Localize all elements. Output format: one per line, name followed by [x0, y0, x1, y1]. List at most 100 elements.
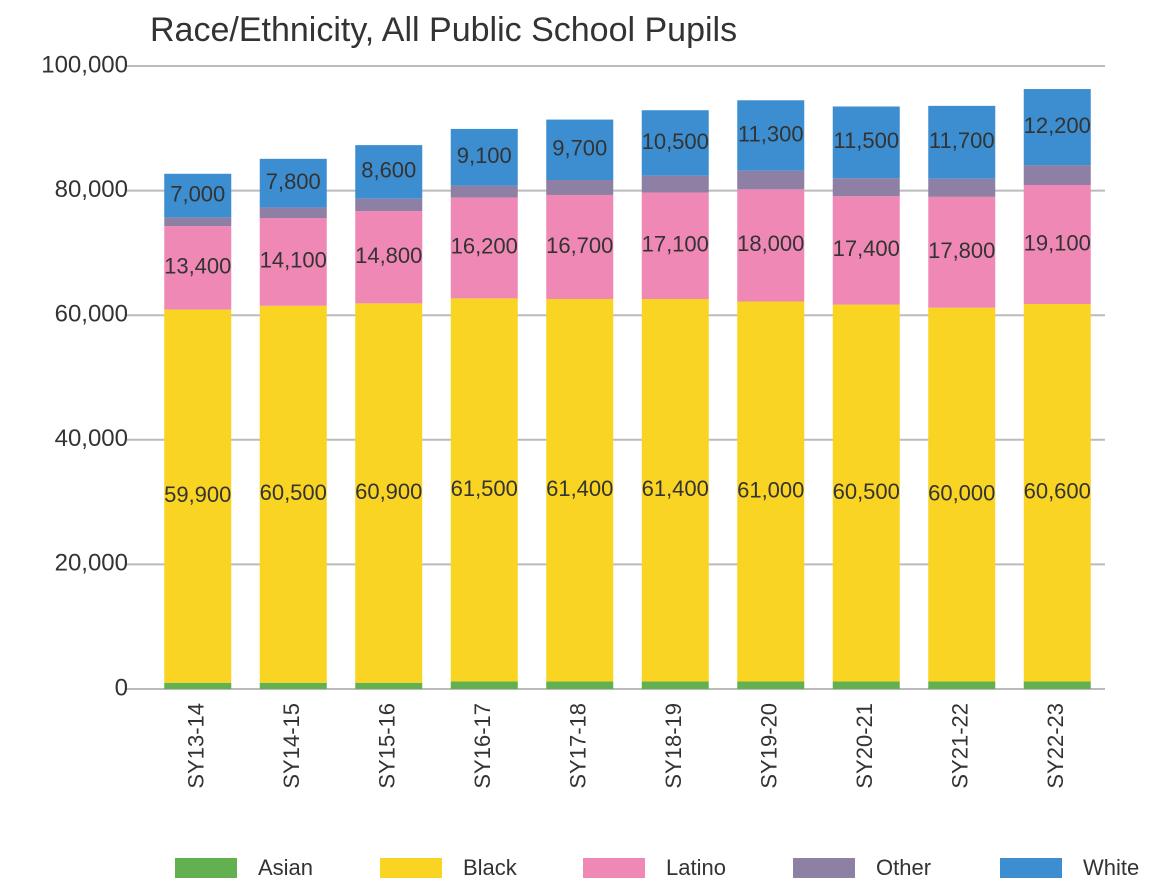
legend-swatch — [1000, 858, 1062, 878]
legend-swatch — [583, 858, 645, 878]
data-label: 59,900 — [164, 482, 231, 507]
legend-swatch — [793, 858, 855, 878]
data-label: 14,100 — [260, 248, 327, 273]
x-tick-label: SY22-23 — [1043, 703, 1068, 789]
legend-swatch — [380, 858, 442, 878]
bar-segment — [164, 217, 232, 227]
bar-segment — [737, 100, 805, 171]
bar-segment — [355, 682, 423, 689]
data-label: 60,500 — [833, 479, 900, 504]
data-label: 61,500 — [451, 476, 518, 501]
data-label: 8,600 — [361, 158, 416, 183]
data-label: 17,100 — [642, 232, 709, 257]
legend-swatch — [175, 858, 237, 878]
data-label: 7,800 — [266, 169, 321, 194]
x-tick-label: SY20-21 — [852, 703, 877, 789]
bar-segment — [450, 128, 518, 186]
data-label: 19,100 — [1024, 230, 1091, 255]
bar-segment — [546, 681, 614, 689]
data-label: 9,700 — [552, 136, 607, 161]
data-label: 14,800 — [355, 243, 422, 268]
data-label: 61,400 — [546, 476, 613, 501]
bar-segment — [450, 185, 518, 198]
data-label: 11,700 — [929, 128, 995, 153]
x-tick-label: SY18-19 — [661, 703, 686, 789]
y-tick-label: 20,000 — [55, 550, 128, 577]
bar-segment — [1023, 165, 1091, 185]
data-label: 11,300 — [738, 121, 804, 146]
bar-segment — [832, 196, 900, 305]
data-label: 7,000 — [170, 181, 225, 206]
data-label: 60,000 — [928, 480, 995, 505]
bar-segment — [259, 207, 327, 219]
bar-segment — [641, 110, 709, 176]
data-label: 60,900 — [355, 479, 422, 504]
bar-segment — [355, 198, 423, 212]
bar-segment — [450, 298, 518, 682]
bar-segment — [259, 218, 327, 306]
y-tick-label: 100,000 — [41, 51, 128, 78]
bar-segment — [1023, 303, 1091, 682]
x-tick-label: SY17-18 — [566, 703, 591, 789]
bar-segment — [832, 304, 900, 682]
data-label: 61,400 — [642, 476, 709, 501]
bar-segment — [546, 119, 614, 181]
x-tick-label: SY13-14 — [184, 703, 209, 789]
legend-label: Black — [463, 855, 518, 880]
data-label: 60,500 — [260, 480, 327, 505]
bar-segment — [641, 175, 709, 193]
bar-segment — [832, 178, 900, 197]
legend-label: Asian — [258, 855, 313, 880]
bar-segment — [450, 197, 518, 299]
bar-segment — [355, 303, 423, 683]
y-tick-label: 80,000 — [55, 176, 128, 203]
bar-segment — [164, 226, 232, 310]
bar-segment — [641, 681, 709, 689]
bar-segment — [355, 211, 423, 304]
data-label: 9,100 — [457, 143, 512, 168]
data-label: 17,800 — [928, 238, 995, 263]
data-label: 16,200 — [451, 234, 518, 259]
x-tick-label: SY19-20 — [757, 703, 782, 789]
legend-label: Latino — [666, 855, 726, 880]
data-label: 18,000 — [737, 231, 804, 256]
data-label: 11,500 — [833, 128, 899, 153]
bar-segment — [737, 189, 805, 302]
bar-segment — [1023, 184, 1091, 304]
x-tick-label: SY14-15 — [279, 703, 304, 789]
data-label: 10,500 — [642, 129, 709, 154]
data-label: 13,400 — [164, 254, 231, 279]
bar-segment — [1023, 89, 1091, 166]
bar-segment — [737, 301, 805, 682]
x-tick-label: SY21-22 — [948, 703, 973, 789]
bar-segment — [164, 309, 232, 683]
bar-segment — [737, 170, 805, 190]
data-label: 12,200 — [1024, 113, 1091, 138]
data-label: 16,700 — [546, 233, 613, 258]
bar-segment — [928, 105, 996, 179]
bar-segment — [641, 299, 709, 682]
legend-label: Other — [876, 855, 931, 880]
bar-segment — [737, 681, 805, 689]
bar-segment — [546, 194, 614, 300]
y-tick-label: 0 — [115, 674, 128, 701]
x-tick-label: SY16-17 — [470, 703, 495, 789]
x-tick-label: SY15-16 — [375, 703, 400, 789]
y-tick-label: 60,000 — [55, 301, 128, 328]
bar-segment — [164, 173, 232, 218]
bar-segment — [928, 307, 996, 682]
legend-label: White — [1083, 855, 1139, 880]
bar-segment — [832, 681, 900, 689]
bar-segment — [1023, 681, 1091, 689]
bar-segment — [259, 682, 327, 689]
y-tick-label: 40,000 — [55, 425, 128, 452]
bar-segment — [641, 192, 709, 300]
bar-segment — [259, 158, 327, 208]
data-label: 17,400 — [833, 236, 900, 261]
data-label: 60,600 — [1024, 479, 1091, 504]
bar-segment — [259, 305, 327, 683]
bar-segment — [450, 681, 518, 689]
bar-segment — [164, 682, 232, 689]
chart-title: Race/Ethnicity, All Public School Pupils — [150, 11, 737, 49]
